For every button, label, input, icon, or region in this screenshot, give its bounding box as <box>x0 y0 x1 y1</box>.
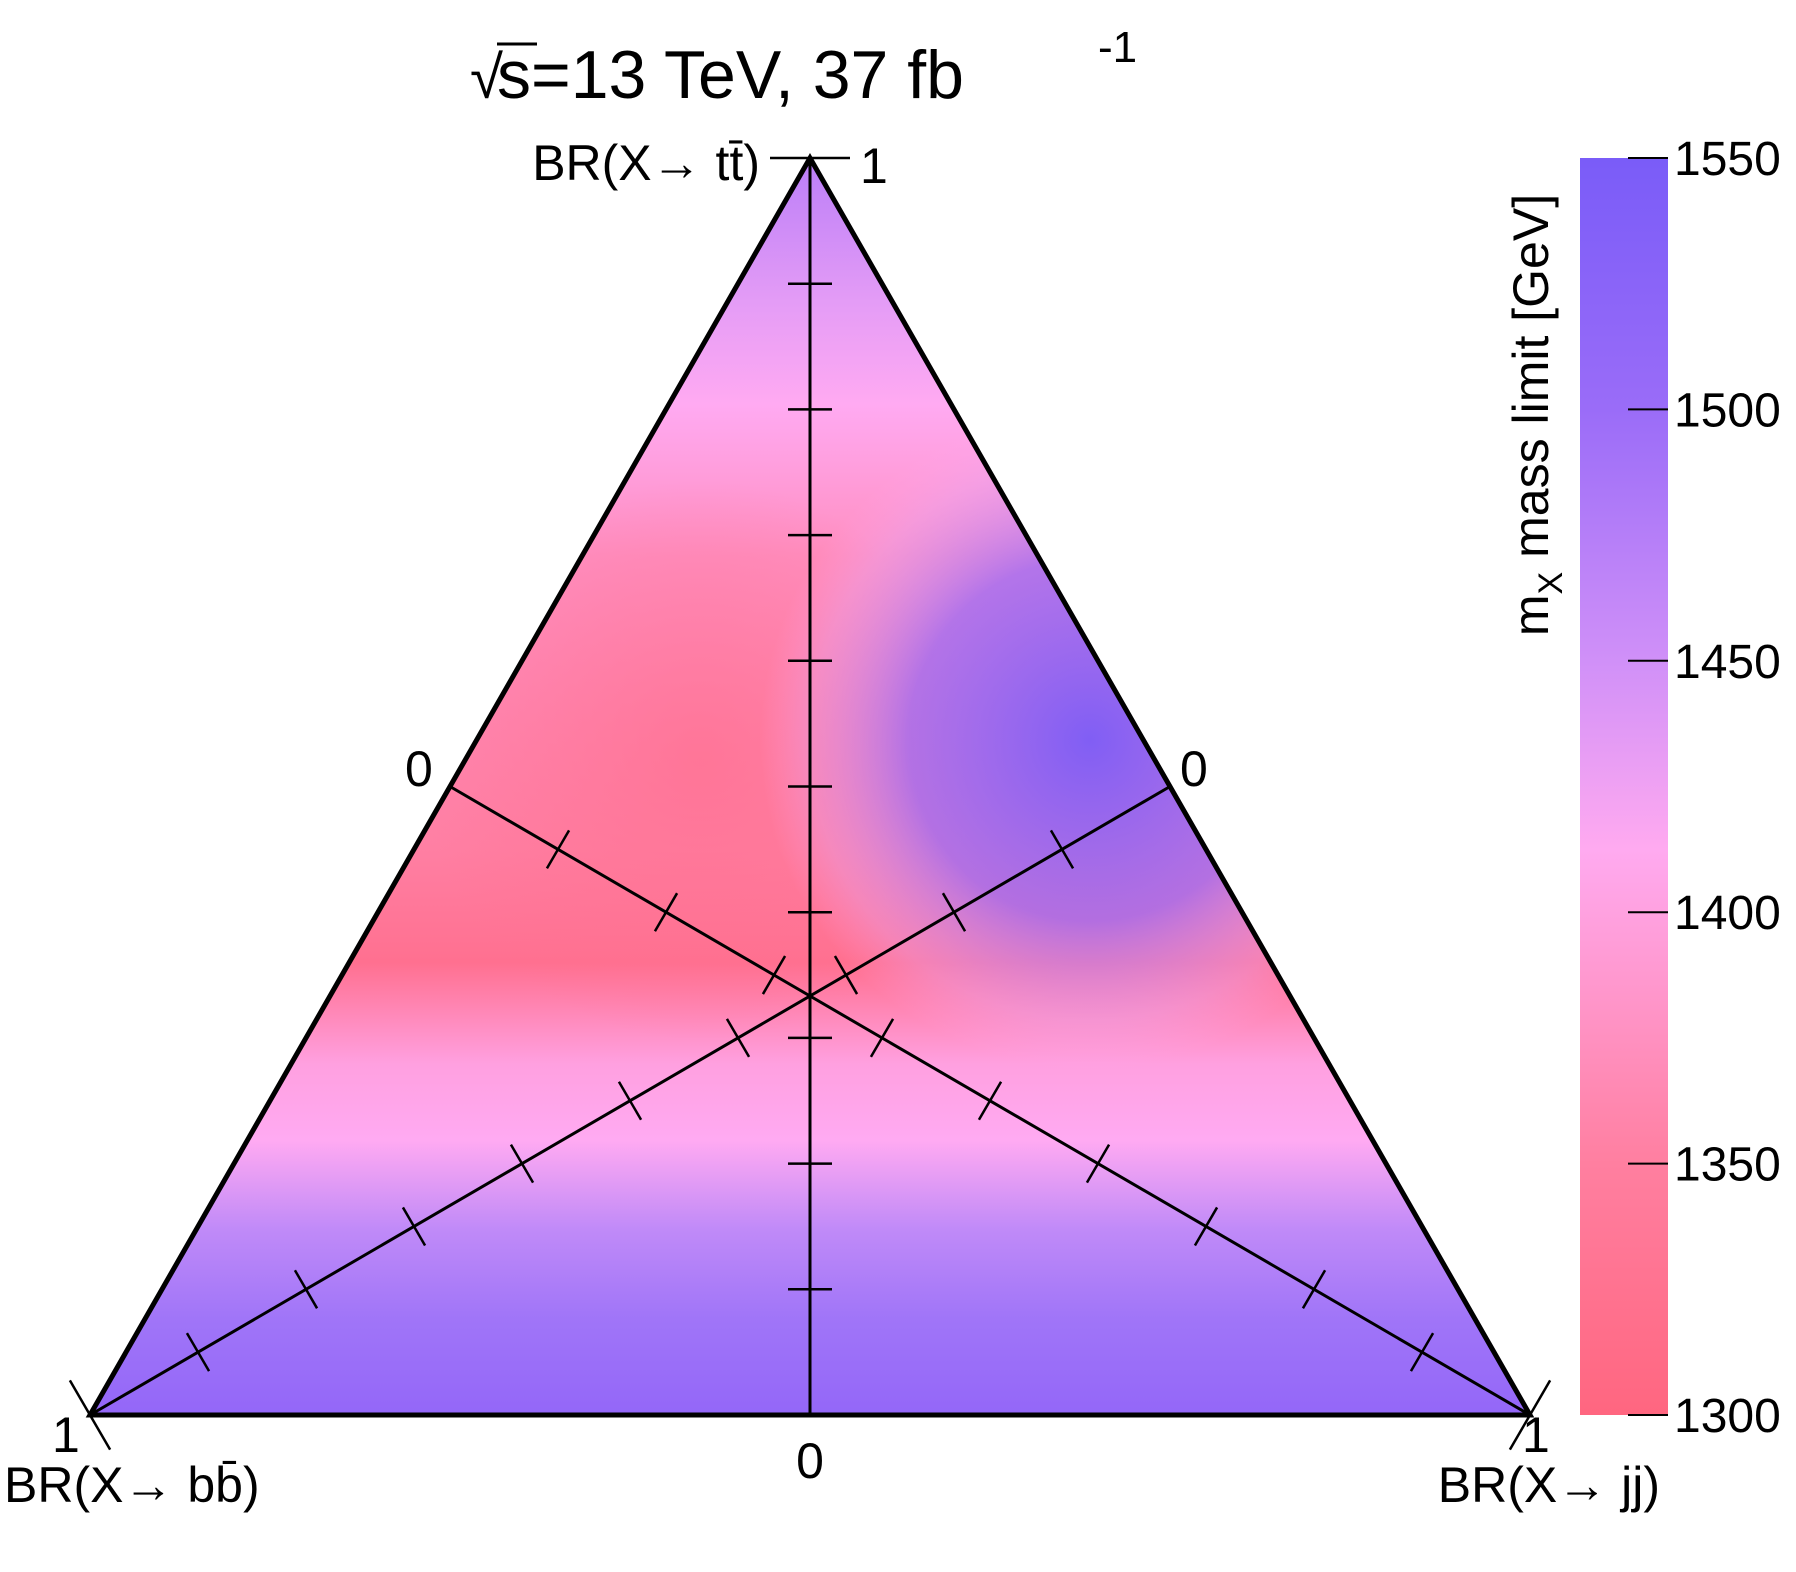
bb-axis-tick <box>509 1143 535 1184</box>
jj-axis-tick <box>545 829 571 869</box>
svg-text:mX mass limit [GeV]: mX mass limit [GeV] <box>1503 194 1570 636</box>
jj-axis-min-label: 0 <box>405 741 433 797</box>
corner-label-bb: BR(X→ bb̄) <box>4 1457 260 1513</box>
jj-axis-tick <box>977 1081 1003 1121</box>
bb-axis-tick <box>941 892 967 932</box>
colorbar-tick-label: 1450 <box>1674 636 1781 689</box>
bb-axis-tick <box>68 1379 112 1451</box>
bb-axis-max-label: 1 <box>52 1407 80 1463</box>
title-root-symbol: √ <box>470 44 503 111</box>
bb-axis-tick <box>1049 829 1075 869</box>
colorbar-label: mX mass limit [GeV] <box>1503 194 1570 636</box>
colorbar-tick-label: 1300 <box>1674 1390 1781 1443</box>
colorbar-tick-label: 1500 <box>1674 384 1781 437</box>
title-superscript: -1 <box>1098 23 1137 72</box>
tt-axis-max-label: 1 <box>860 138 888 194</box>
bb-axis-min-label: 0 <box>1180 741 1208 797</box>
colorbar-gradient <box>1580 158 1668 1415</box>
jj-axis-max-label: 1 <box>1522 1407 1550 1463</box>
jj-axis-tick <box>653 892 679 932</box>
colorbar-label-subscript: X <box>1532 572 1570 595</box>
jj-axis-tick <box>428 751 472 822</box>
colorbar-tick-label: 1400 <box>1674 887 1781 940</box>
jj-axis-tick <box>1409 1332 1435 1372</box>
ternary-axes <box>68 156 1552 1451</box>
colorbar-tick-label: 1350 <box>1674 1139 1781 1192</box>
bb-axis-tick <box>725 1018 751 1058</box>
corner-label-jj: BR(X→ jj) <box>1438 1457 1660 1513</box>
jj-axis-tick <box>1301 1269 1327 1309</box>
jj-axis-tick <box>1193 1206 1219 1247</box>
colorbar-label-m: m <box>1503 594 1559 636</box>
bb-axis-tick <box>401 1206 427 1247</box>
tt-axis-min-label: 0 <box>796 1433 824 1489</box>
jj-axis-tick <box>1085 1143 1111 1184</box>
corner-label-tt: BR(X→ tt̄) <box>532 135 760 191</box>
bb-axis-tick <box>617 1081 643 1121</box>
title-text: s=13 TeV, 37 fb <box>497 37 964 113</box>
jj-axis-tick <box>869 1018 895 1058</box>
colorbar-label-rest: mass limit [GeV] <box>1503 194 1559 572</box>
colorbar-ticks: 1300 1350 1400 1450 1500 1550 <box>1628 133 1781 1443</box>
colorbar-tick-label: 1550 <box>1674 133 1781 186</box>
bb-axis-tick <box>293 1269 319 1309</box>
jj-axis-tick <box>1508 1379 1552 1451</box>
bb-axis-tick <box>833 955 859 995</box>
bb-axis-tick <box>185 1332 211 1372</box>
bb-axis-tick <box>1148 751 1192 822</box>
colorbar: 1300 1350 1400 1450 1500 1550 mX mass limit [… <box>1503 133 1781 1443</box>
chart-title: √ s=13 TeV, 37 fb -1 <box>470 23 1137 113</box>
jj-axis-tick <box>761 955 787 995</box>
